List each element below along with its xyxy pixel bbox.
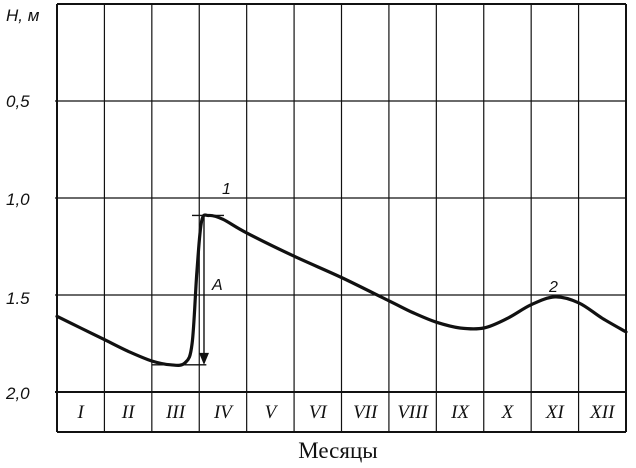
x-tick-label: II (121, 402, 136, 423)
x-tick-label: I (77, 402, 86, 423)
x-tick-label: VII (353, 402, 379, 423)
x-tick-labels: I II III IV V VI VII VIII IX X XI XII (77, 402, 617, 423)
y-tick-label: 1,0 (6, 190, 30, 209)
x-tick-label: IV (213, 402, 234, 423)
y-axis-label: H, м (6, 6, 40, 25)
x-tick-label: VI (309, 402, 329, 423)
x-tick-label: XI (545, 402, 566, 423)
x-tick-label: X (501, 402, 515, 423)
annotation-amplitude-A: A (211, 277, 223, 294)
annotation-peak-2: 2 (548, 279, 558, 296)
annotation-peak-1: 1 (222, 181, 231, 198)
y-tick-label: 1.5 (6, 289, 30, 308)
x-tick-label: IX (450, 402, 470, 423)
series-line (55, 213, 628, 367)
amplitude-marker (151, 214, 224, 366)
x-tick-label: XII (589, 402, 616, 423)
x-tick-label: VIII (397, 402, 429, 423)
y-tick-label: 2,0 (5, 384, 30, 403)
amplitude-arrow-head (198, 352, 209, 365)
x-tick-label: III (165, 402, 187, 423)
x-tick-label: V (265, 402, 279, 423)
curve-layer (55, 213, 628, 367)
x-axis-label: Месяцы (298, 438, 377, 463)
y-tick-label: 0,5 (6, 92, 30, 111)
chart-grid (55, 3, 627, 433)
